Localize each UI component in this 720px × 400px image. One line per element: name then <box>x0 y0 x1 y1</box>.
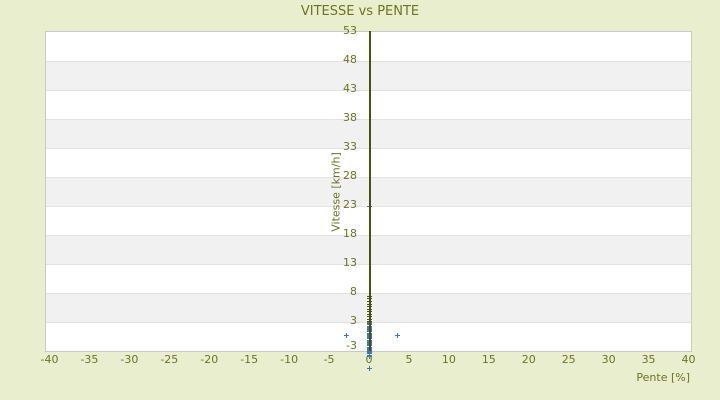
y-tick-label: 13 <box>343 256 357 269</box>
x-tick-label: -15 <box>240 353 259 366</box>
y-axis-title: Vitesse [km/h] <box>329 152 343 232</box>
y-tick-label: 23 <box>343 198 357 211</box>
zero-axis-line <box>369 31 371 351</box>
y-tick-label: 38 <box>343 111 357 124</box>
plot-band <box>46 90 691 119</box>
plot-band <box>46 264 691 293</box>
data-point-marker <box>395 333 400 338</box>
x-tick-label: 30 <box>601 353 616 366</box>
y-tick-label: 43 <box>343 82 357 95</box>
x-tick-label: -30 <box>120 353 139 366</box>
y-tick-label: 18 <box>343 227 357 240</box>
x-tick-label: 15 <box>481 353 496 366</box>
y-tick-label: 33 <box>343 140 357 153</box>
x-tick-label: 35 <box>641 353 656 366</box>
x-tick-label: 20 <box>521 353 536 366</box>
plot-band <box>46 148 691 177</box>
plot-band <box>46 293 691 322</box>
plot-band <box>46 119 691 148</box>
y-tick-label: 28 <box>343 169 357 182</box>
x-tick-label: -20 <box>200 353 219 366</box>
data-point-marker <box>344 333 349 338</box>
x-tick-label: 0 <box>365 353 373 366</box>
plot-band <box>46 32 691 61</box>
x-axis-title: Pente [%] <box>636 371 690 384</box>
x-tick-label: -35 <box>80 353 99 366</box>
y-tick-label: 8 <box>350 285 357 298</box>
data-point-marker <box>367 366 372 371</box>
x-tick-label: 5 <box>405 353 413 366</box>
x-tick-label: -5 <box>323 353 335 366</box>
x-tick-label: -25 <box>160 353 179 366</box>
plot-band <box>46 61 691 90</box>
x-tick-label: -10 <box>280 353 299 366</box>
plot-band <box>46 177 691 206</box>
x-tick-label: 25 <box>561 353 576 366</box>
x-tick-label: 40 <box>681 353 696 366</box>
y-tick-label: -3 <box>346 339 357 352</box>
plot-band <box>46 235 691 264</box>
y-tick-label: 48 <box>343 53 357 66</box>
data-point-marker <box>367 354 372 359</box>
y-tick-label: 3 <box>350 314 357 327</box>
x-tick-label: 10 <box>441 353 456 366</box>
y-tick-label: 53 <box>343 24 357 37</box>
x-tick-label: -40 <box>40 353 59 366</box>
chart-title: VITESSE vs PENTE <box>300 4 420 19</box>
